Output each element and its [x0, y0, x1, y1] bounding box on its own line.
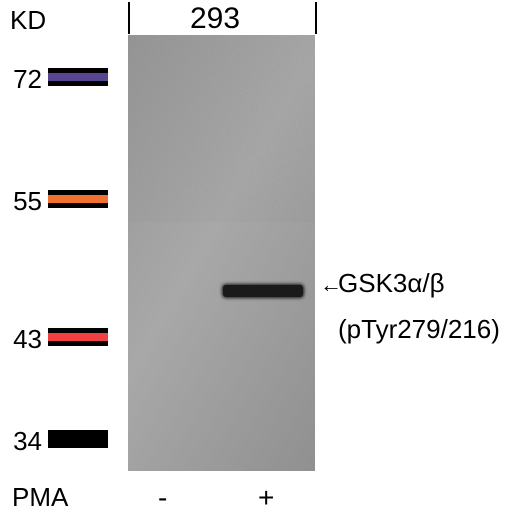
- marker-label-43: 43: [6, 324, 42, 355]
- marker-band-72: [48, 68, 108, 86]
- kd-axis-label: KD: [10, 5, 46, 36]
- pma-treatment-label: PMA: [12, 482, 68, 513]
- marker-band-34: [48, 430, 108, 448]
- marker-band-43: [48, 328, 108, 346]
- marker-label-34: 34: [6, 426, 42, 457]
- westernblot-figure: KD 293 72554334 ← GSK3α/β (pTyr279/216) …: [0, 0, 515, 524]
- blot-noise: [128, 35, 315, 222]
- pma-plus-sign: +: [258, 482, 274, 514]
- blot-membrane: [128, 35, 315, 471]
- pma-minus-sign: -: [158, 482, 167, 514]
- marker-label-55: 55: [6, 186, 42, 217]
- lane-header-label: 293: [190, 2, 240, 36]
- protein-name-line2: (pTyr279/216): [338, 314, 500, 345]
- protein-name-line1: GSK3α/β: [338, 268, 445, 299]
- blot-background: [128, 35, 315, 471]
- lane-divider-right: [315, 2, 317, 34]
- lane-divider-left: [128, 2, 130, 34]
- gsk3-band: [223, 285, 303, 297]
- marker-band-55: [48, 190, 108, 208]
- marker-label-72: 72: [6, 64, 42, 95]
